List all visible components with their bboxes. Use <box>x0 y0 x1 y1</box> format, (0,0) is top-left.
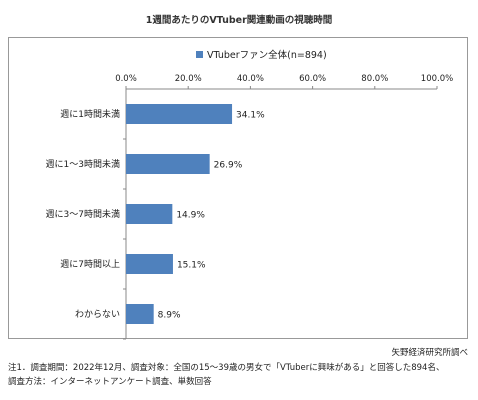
x-tick-label: 60.0% <box>299 74 326 84</box>
source-credit: 矢野経済研究所調べ <box>391 348 468 358</box>
category-label: わからない <box>75 309 120 320</box>
bar <box>126 204 173 224</box>
footnote-survey: 注1．調査期間：2022年12月、調査対象：全国の15～39歳の男女で「VTub… <box>8 363 445 373</box>
x-tick-label: 80.0% <box>361 74 388 84</box>
x-tick-label: 40.0% <box>237 74 264 84</box>
bar <box>126 154 210 174</box>
x-tick-label: 20.0% <box>175 74 202 84</box>
chart-title: 1週間あたりのVTuber関連動画の視聴時間 <box>145 15 333 26</box>
bar <box>126 104 233 124</box>
value-label: 15.1% <box>177 261 206 271</box>
chart-frame <box>8 37 468 339</box>
value-label: 34.1% <box>236 111 265 121</box>
x-tick-label: 0.0% <box>115 74 137 84</box>
footnotes: 注1．調査期間：2022年12月、調査対象：全国の15～39歳の男女で「VTub… <box>8 361 444 389</box>
bar <box>126 304 154 324</box>
category-label: 週に1～3時間未満 <box>46 158 120 170</box>
legend-swatch <box>196 50 203 58</box>
value-label: 14.9% <box>176 211 205 221</box>
x-tick-label: 100.0% <box>421 74 453 84</box>
value-label: 8.9% <box>158 311 181 321</box>
value-label: 26.9% <box>214 161 243 171</box>
footnote-method: 調査方法：インターネットアンケート調査、単数回答 <box>8 377 212 387</box>
category-label: 週に3～7時間未満 <box>46 208 120 220</box>
legend: VTuberファン全体(n=894) <box>196 47 327 61</box>
category-label: 週に7時間以上 <box>60 259 120 270</box>
category-label: 週に1時間未満 <box>60 108 120 120</box>
bar <box>126 254 173 274</box>
legend-label: VTuberファン全体(n=894) <box>207 50 327 61</box>
